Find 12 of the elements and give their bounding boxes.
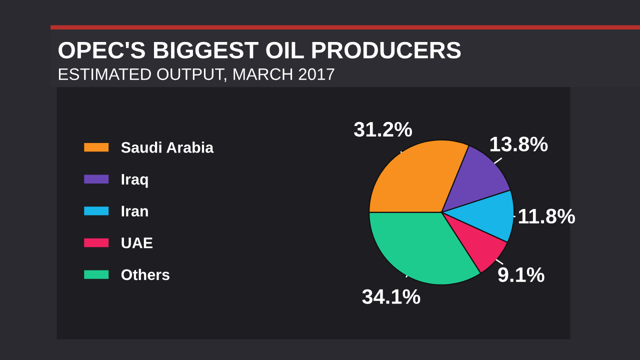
data-label: 31.2% bbox=[354, 122, 412, 137]
legend-label: Saudi Arabia bbox=[121, 142, 214, 153]
chart-subtitle: ESTIMATED OUTPUT, MARCH 2017 bbox=[58, 68, 334, 82]
legend-label: UAE bbox=[122, 238, 152, 248]
data-label: 9.1% bbox=[498, 267, 544, 282]
legend-label: Iran bbox=[122, 206, 148, 216]
chart-title: OPEC'S BIGGEST OIL PRODUCERS bbox=[58, 42, 461, 59]
legend-label: Others bbox=[121, 268, 170, 280]
data-label: 34.1% bbox=[362, 289, 420, 304]
legend-label: Iraq bbox=[122, 174, 148, 188]
data-label: 11.8% bbox=[518, 208, 576, 224]
data-label: 13.8% bbox=[490, 136, 548, 152]
